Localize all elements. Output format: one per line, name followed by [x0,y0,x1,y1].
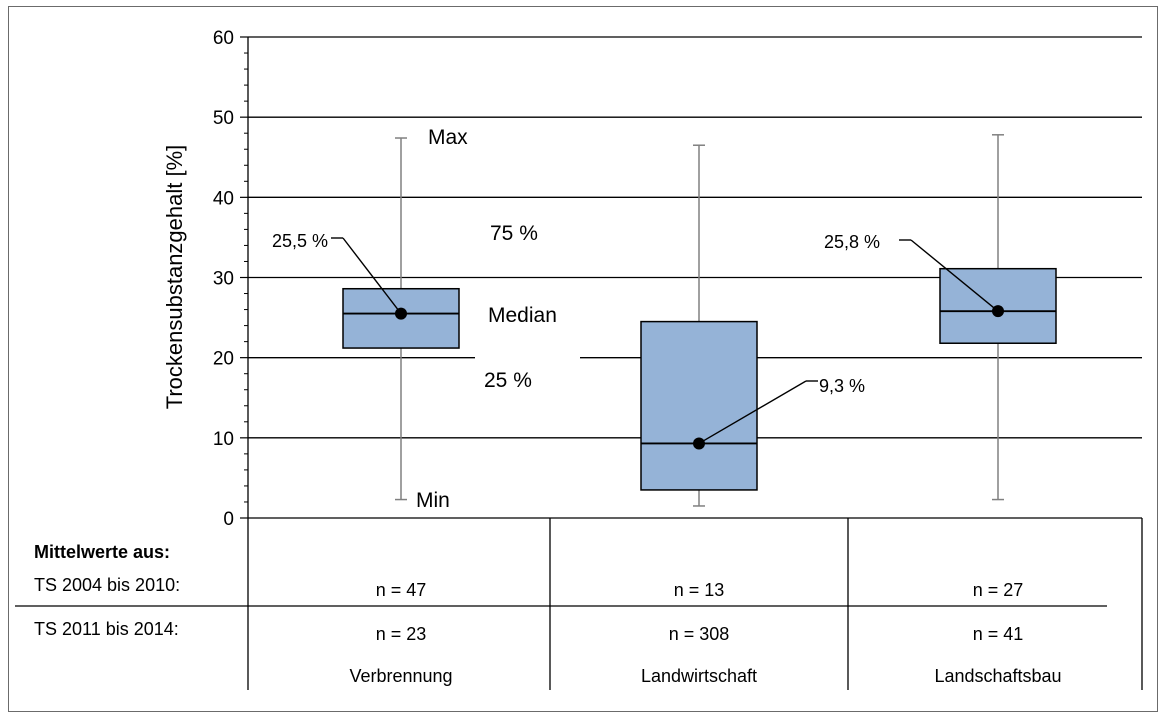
y-tick-label: 40 [213,188,234,209]
marker-leader-line [910,239,999,312]
box-verbrennung: 25,5 % [272,137,460,501]
chart-frame [8,6,1158,712]
table-header: Mittelwerte aus: [34,542,170,562]
box-series: 25,5 % 9,3 % 25,8 % [272,134,1057,507]
table-cell: n = 13 [674,580,725,600]
table-cell: n = 47 [376,580,427,600]
annotation-max: Max [428,126,468,149]
y-axis-label: Trockensubstanzgehalt [%] [162,145,187,410]
marker-leader-line [342,237,402,315]
table-cell: n = 308 [669,624,730,644]
marker-label: 9,3 % [819,376,865,396]
y-tick-label: 50 [213,108,234,129]
annotation-q3: 75 % [490,222,538,245]
table-cell: n = 23 [376,624,427,644]
marker-label: 25,8 % [824,232,880,252]
annotation-q1: 25 % [484,369,532,392]
table-cell: n = 27 [973,580,1024,600]
marker-leader-line [698,380,807,445]
table-cell: n = 41 [973,624,1024,644]
table-row-label: TS 2011 bis 2014: [34,619,179,639]
marker-label: 25,5 % [272,231,328,251]
y-tick-label: 0 [223,509,234,530]
x-category-label: Landschaftsbau [934,666,1061,686]
y-axis: 0 10 20 30 40 50 60 [213,28,1142,690]
box-landwirtschaft: 9,3 % [640,144,865,507]
median-marker [395,307,407,320]
y-tick-label: 60 [213,28,234,49]
annotation-min: Min [416,489,450,512]
box-iqr [640,320,758,491]
table-row-label: TS 2004 bis 2010: [34,575,180,595]
box-landschaftsbau: 25,8 % [824,134,1057,501]
annotation-median: Median [488,304,557,327]
y-tick-label: 10 [213,429,234,450]
median-marker [693,437,705,450]
x-category-label: Landwirtschaft [641,666,757,686]
median-marker [992,305,1004,318]
y-tick-label: 20 [213,349,234,370]
x-category-label: Verbrennung [349,666,452,686]
annotations: Max 75 % Median 25 % Min [416,126,557,512]
y-tick-label: 30 [213,269,234,290]
data-table: Mittelwerte aus: TS 2004 bis 2010: n = 47 n… [15,518,1143,690]
